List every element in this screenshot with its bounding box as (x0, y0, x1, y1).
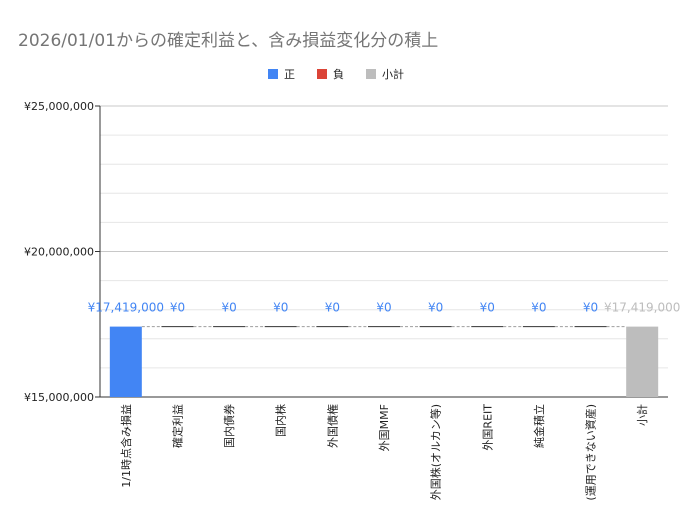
legend-swatch (268, 69, 278, 79)
bar (626, 326, 659, 397)
x-tick-label: 外国MMF (378, 404, 391, 451)
data-label: ¥17,419,000 (604, 301, 680, 315)
legend: 正 負 小計 (268, 67, 404, 81)
data-label: ¥0 (273, 301, 288, 315)
x-tick-label: 1/1時点含み損益 (119, 404, 133, 488)
x-tick-label: 外国株(オルカン等) (429, 404, 443, 500)
data-label: ¥0 (325, 301, 340, 315)
y-tick-label: ¥20,000,000 (24, 246, 94, 259)
gridlines (99, 105, 668, 398)
data-label: ¥0 (583, 301, 598, 315)
x-axis-ticks: 1/1時点含み損益 確定利益 国内債券 国内株 外国債権 外国MMF 外国株(オルカン等) 外… (119, 404, 649, 501)
legend-label: 負 (333, 68, 344, 81)
x-tick-label: 国内株 (274, 404, 288, 437)
x-tick-label: 外国債権 (325, 404, 339, 448)
legend-swatch (366, 69, 376, 79)
y-tick-label: ¥15,000,000 (24, 391, 94, 404)
bar (109, 326, 142, 397)
data-label: ¥0 (480, 301, 495, 315)
x-tick-label: 確定利益 (170, 404, 184, 448)
x-tick-label: 小計 (635, 404, 649, 426)
x-tick-label: 外国REIT (481, 404, 494, 451)
chart-title: 2026/01/01からの確定利益と、含み損益変化分の積上 (18, 31, 438, 51)
y-axis-ticks: ¥15,000,000 ¥20,000,000 ¥25,000,000 (24, 100, 100, 404)
data-label: ¥0 (376, 301, 391, 315)
legend-label: 正 (284, 68, 295, 81)
data-label: ¥0 (170, 301, 185, 315)
x-tick-label: 純金積立 (532, 404, 546, 448)
y-tick-label: ¥25,000,000 (24, 100, 94, 113)
legend-label: 小計 (382, 67, 404, 81)
data-label: ¥0 (531, 301, 546, 315)
data-labels: ¥17,419,000 ¥0 ¥0 ¥0 ¥0 ¥0 ¥0 ¥0 ¥0 ¥0 ¥17,419,000 (88, 301, 681, 315)
bars (109, 326, 659, 397)
data-label: ¥0 (428, 301, 443, 315)
data-label: ¥17,419,000 (88, 301, 164, 315)
data-label: ¥0 (221, 301, 236, 315)
x-tick-label: (運用できない資産) (585, 404, 598, 501)
x-tick-label: 国内債券 (222, 404, 236, 448)
legend-swatch (317, 69, 327, 79)
